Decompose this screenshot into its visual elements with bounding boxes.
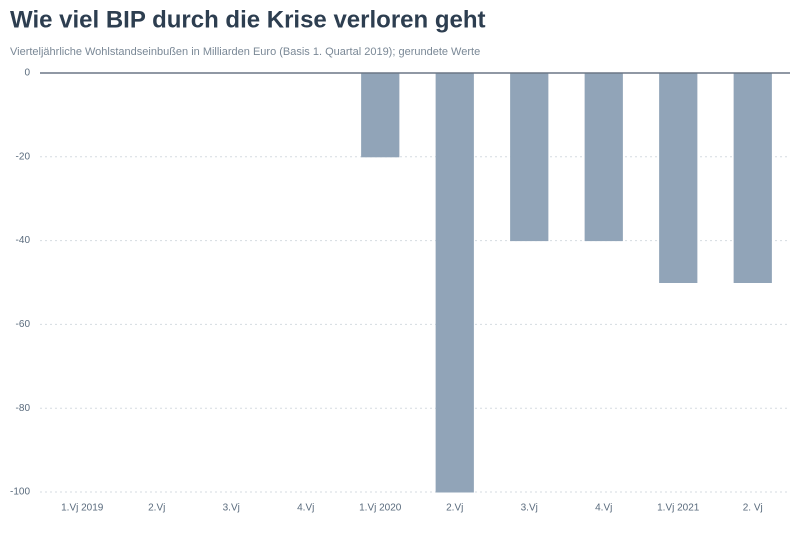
x-tick-label: 2.Vj	[148, 503, 165, 514]
x-tick-label: 1.Vj 2019	[61, 503, 104, 514]
x-tick-label: 1.Vj 2020	[359, 503, 402, 514]
chart-title: Wie viel BIP durch die Krise verloren ge…	[10, 6, 486, 33]
x-tick-label: 3.Vj	[223, 503, 240, 514]
x-tick-label: 4.Vj	[595, 503, 612, 514]
chart-subtitle: Vierteljährliche Wohlstandseinbußen in M…	[10, 46, 480, 58]
y-tick-label: -40	[16, 235, 31, 246]
y-tick-label: 0	[24, 68, 30, 79]
y-tick-label: -60	[16, 319, 31, 330]
bar	[659, 72, 698, 283]
x-tick-label: 2. Vj	[743, 503, 763, 514]
bar	[361, 72, 400, 158]
bar	[510, 72, 549, 242]
x-tick-label: 1.Vj 2021	[657, 503, 700, 514]
y-tick-label: -100	[10, 487, 30, 498]
x-tick-label: 3.Vj	[521, 503, 538, 514]
bar	[584, 72, 623, 242]
x-tick-label: 2.Vj	[446, 503, 463, 514]
y-tick-label: -80	[16, 403, 31, 414]
x-tick-label: 4.Vj	[297, 503, 314, 514]
bar	[733, 72, 772, 283]
bar	[435, 72, 474, 493]
y-tick-label: -20	[16, 151, 31, 162]
